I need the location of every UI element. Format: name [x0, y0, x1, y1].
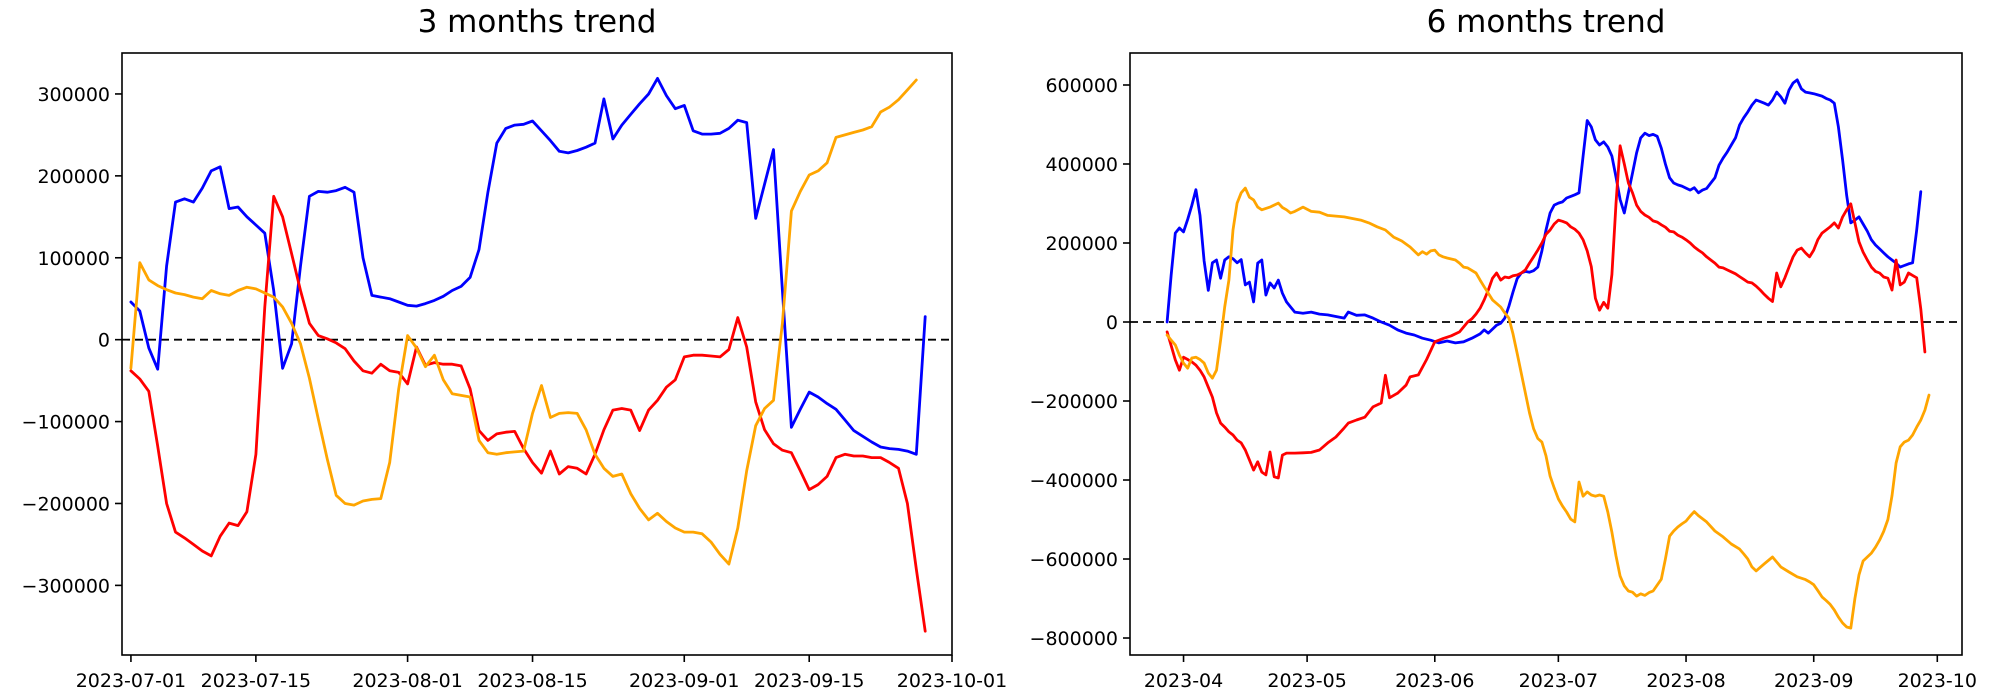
x-tick-label: 2023-06: [1395, 670, 1474, 692]
y-tick-label: 0: [1106, 312, 1118, 334]
x-tick-label: 2023-10-01: [897, 670, 1007, 692]
y-tick-label: −100000: [22, 412, 110, 434]
x-tick-label: 2023-09: [1774, 670, 1853, 692]
y-tick-label: 200000: [37, 166, 110, 188]
orange-line: [1165, 186, 1931, 630]
x-tick-label: 2023-07-15: [201, 670, 311, 692]
x-tick-label: 2023-07: [1519, 670, 1598, 692]
axes-spines: [1129, 52, 1963, 656]
y-tick-label: 300000: [37, 84, 110, 106]
y-tick-label: 0: [98, 330, 110, 352]
x-tick-label: 2023-05: [1267, 670, 1346, 692]
y-tick-label: 100000: [37, 248, 110, 270]
axes-spines: [121, 52, 953, 656]
y-tick-label: 400000: [1045, 154, 1118, 176]
red-line: [1165, 144, 1927, 480]
blue-line: [1165, 78, 1923, 345]
y-tick-label: 600000: [1045, 75, 1118, 97]
left-chart-title: 3 months trend: [417, 4, 657, 40]
orange-line: [129, 78, 918, 566]
right-chart-plot: 2023-04 2023-05 2023-06 2023-07 2023-08 2023-…: [1030, 52, 1977, 692]
y-tick-label: 200000: [1045, 233, 1118, 255]
right-chart-title: 6 months trend: [1426, 4, 1666, 40]
x-tick-label: 2023-09-01: [629, 670, 739, 692]
y-tick-label: −400000: [1030, 470, 1118, 492]
blue-line: [129, 77, 927, 456]
y-tick-label: −800000: [1030, 628, 1118, 650]
x-tick-label: 2023-09-15: [754, 670, 864, 692]
y-tick-label: −200000: [1030, 391, 1118, 413]
y-tick-label: −300000: [22, 575, 110, 597]
x-tick-label: 2023-10: [1898, 670, 1977, 692]
x-tick-label: 2023-08: [1646, 670, 1725, 692]
y-tick-label: −200000: [22, 493, 110, 515]
x-tick-label: 2023-08-01: [352, 670, 462, 692]
left-chart-plot: 2023-07-01 2023-07-15 2023-08-01 2023-08-15…: [22, 52, 1007, 692]
x-tick-label: 2023-04: [1144, 670, 1223, 692]
x-tick-label: 2023-08-15: [477, 670, 587, 692]
x-tick-label: 2023-07-01: [76, 670, 186, 692]
red-line: [129, 194, 927, 633]
y-tick-label: −600000: [1030, 549, 1118, 571]
